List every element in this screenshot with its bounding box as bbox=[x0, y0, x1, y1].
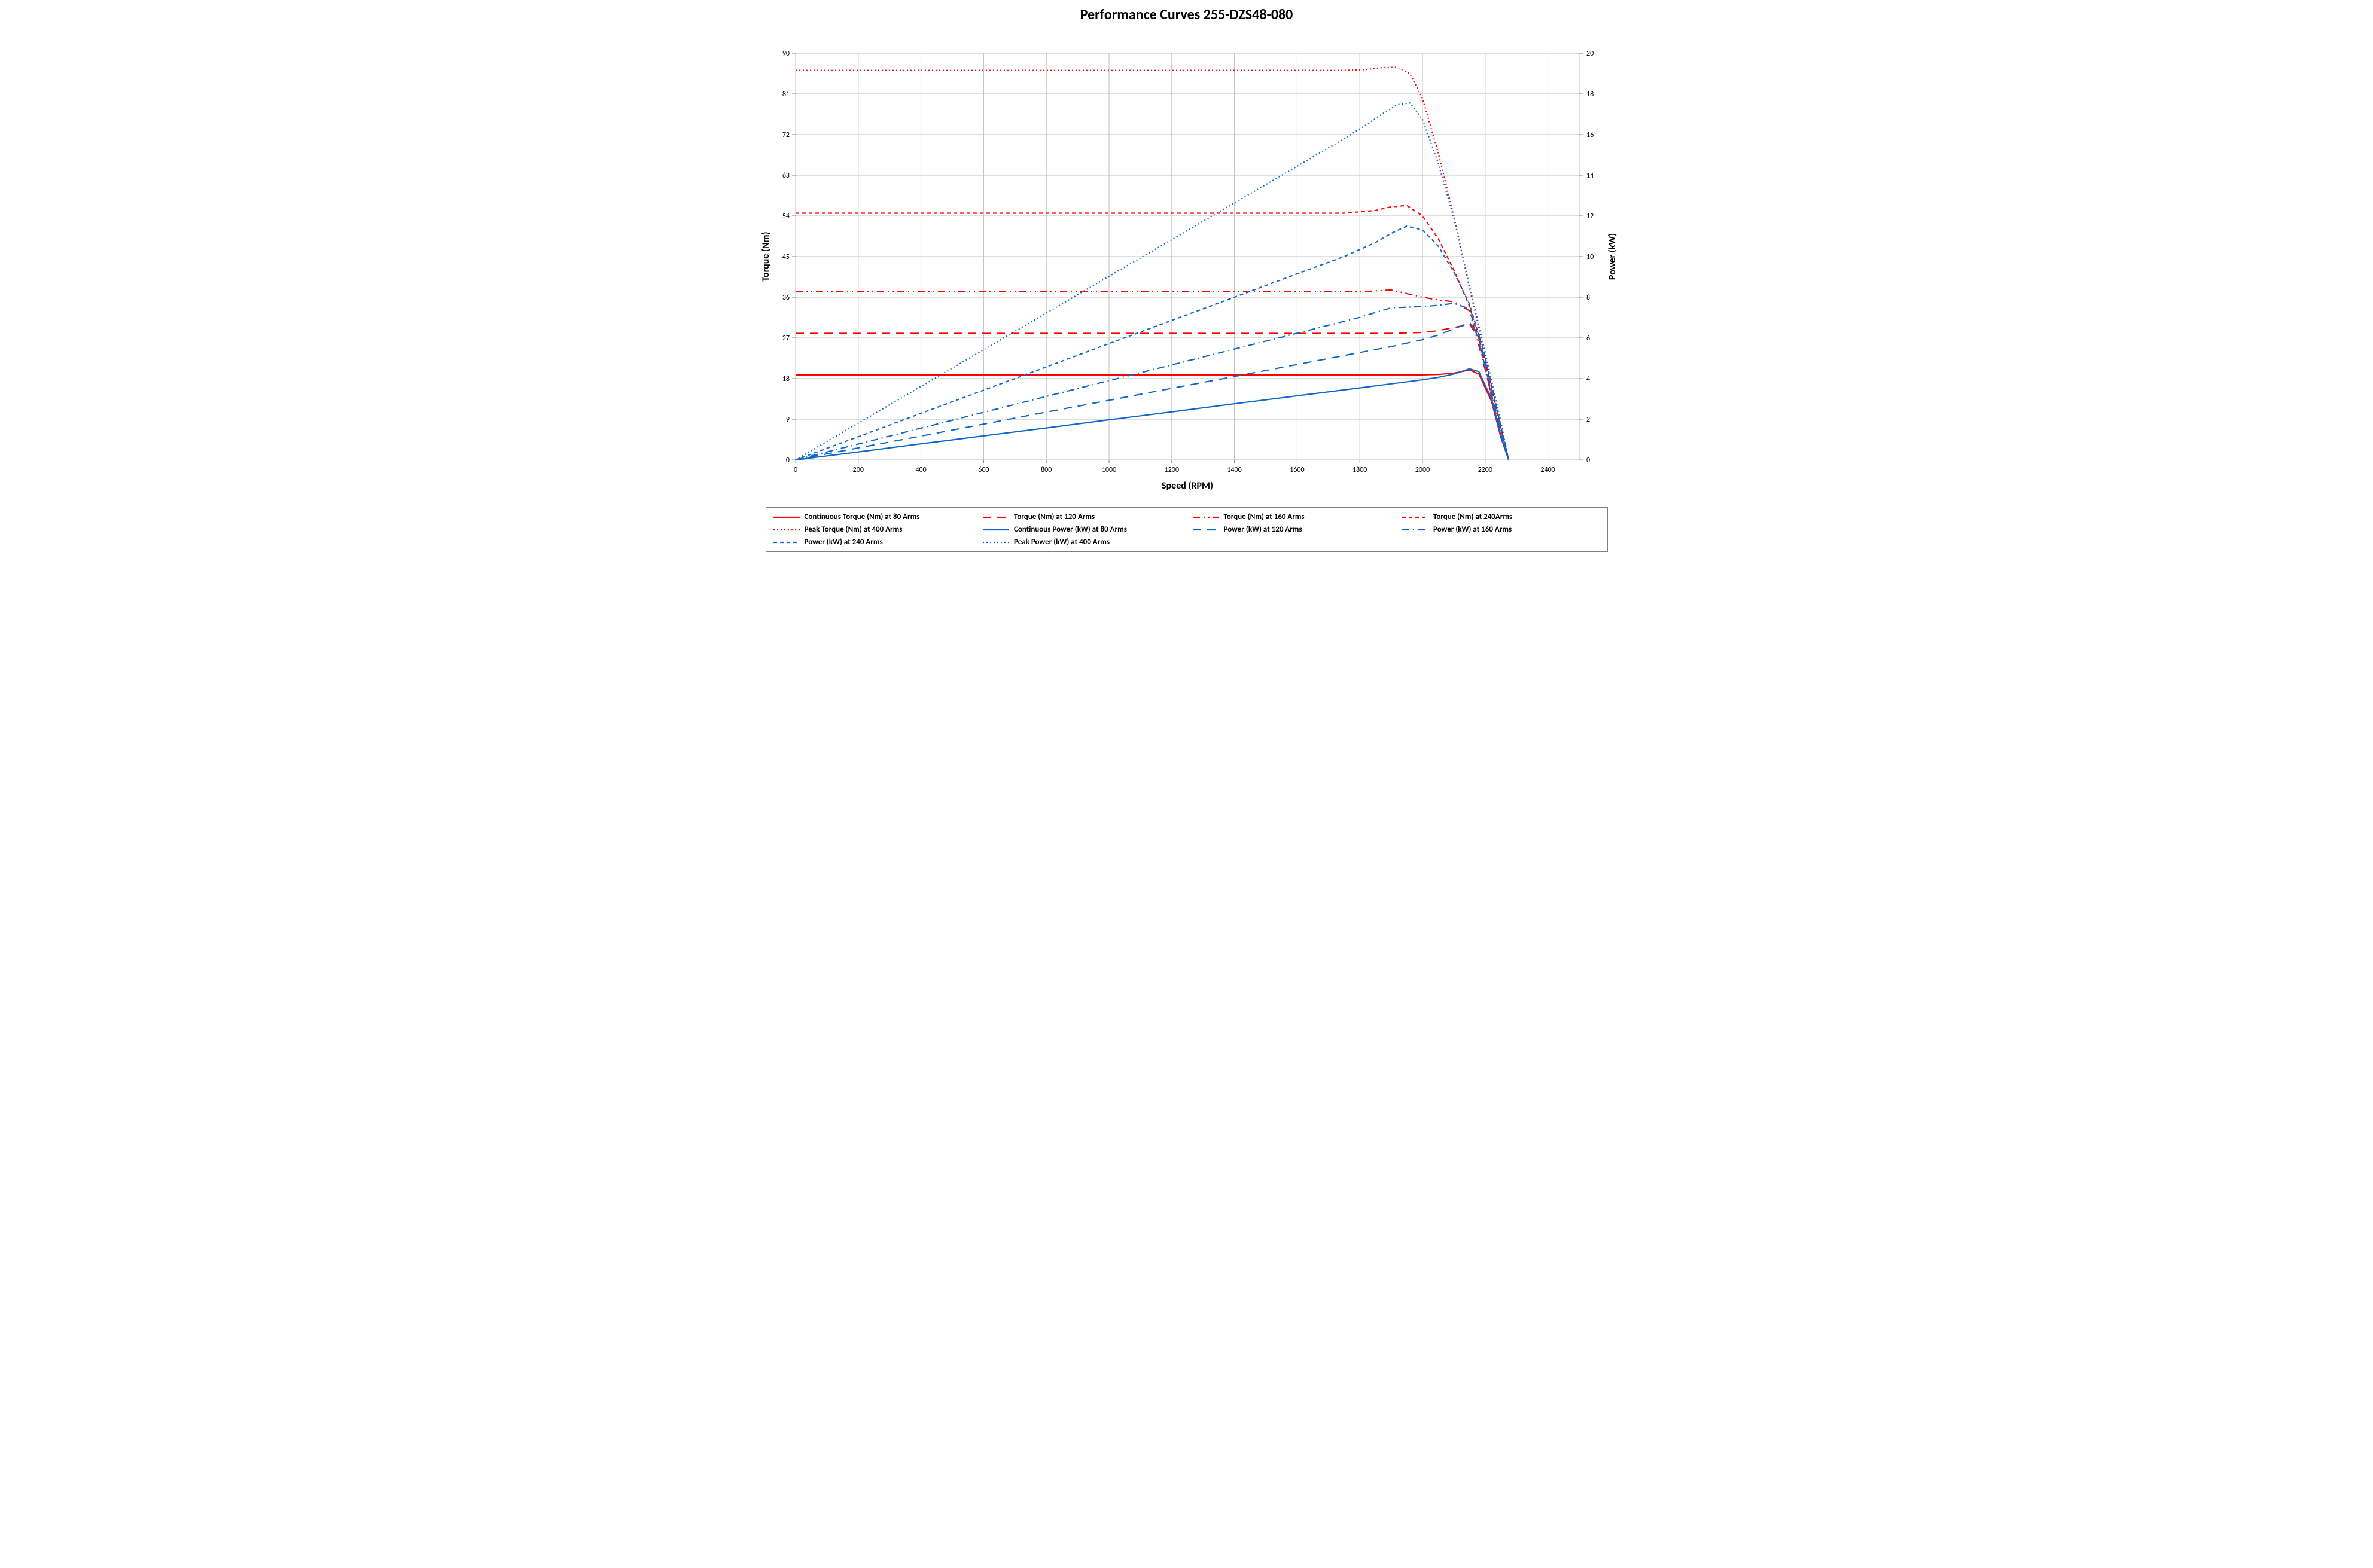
legend-swatch bbox=[773, 526, 800, 534]
legend-item: Power (kW) at 120 Arms bbox=[1193, 525, 1391, 534]
chart-title: Performance Curves 255-DZS48-080 bbox=[754, 6, 1620, 23]
yr-tick-label: 0 bbox=[1586, 456, 1590, 465]
yl-tick-label: 27 bbox=[782, 334, 789, 343]
legend-label: Torque (Nm) at 160 Arms bbox=[1224, 513, 1305, 521]
chart-area: 0200400600800100012001400160018002000220… bbox=[754, 23, 1620, 505]
yr-tick-label: 4 bbox=[1586, 375, 1590, 383]
legend-item: Power (kW) at 160 Arms bbox=[1402, 525, 1600, 534]
x-tick-label: 600 bbox=[978, 466, 989, 474]
yr-tick-label: 6 bbox=[1586, 334, 1590, 343]
legend-swatch bbox=[983, 538, 1009, 547]
yr-axis-label: Power (kW) bbox=[1607, 233, 1618, 280]
chart-page: Performance Curves 255-DZS48-080 0200400… bbox=[742, 0, 1632, 564]
x-tick-label: 400 bbox=[915, 466, 926, 474]
yl-tick-label: 54 bbox=[782, 212, 789, 221]
legend-item: Torque (Nm) at 160 Arms bbox=[1193, 513, 1391, 521]
legend-label: Power (kW) at 160 Arms bbox=[1433, 525, 1512, 534]
legend-label: Peak Power (kW) at 400 Arms bbox=[1014, 538, 1110, 547]
legend-swatch bbox=[773, 538, 800, 547]
legend-swatch bbox=[773, 513, 800, 521]
yl-tick-label: 0 bbox=[785, 456, 789, 465]
legend-item: Power (kW) at 240 Arms bbox=[773, 538, 971, 547]
x-axis-label: Speed (RPM) bbox=[1162, 480, 1213, 492]
legend-swatch bbox=[1402, 513, 1428, 521]
legend-swatch bbox=[1193, 513, 1219, 521]
yr-tick-label: 12 bbox=[1586, 212, 1594, 221]
yr-tick-label: 20 bbox=[1586, 50, 1594, 58]
yl-tick-label: 36 bbox=[782, 294, 789, 302]
x-tick-label: 200 bbox=[852, 466, 863, 474]
yr-tick-label: 2 bbox=[1586, 416, 1590, 424]
legend-item: Continuous Power (kW) at 80 Arms bbox=[983, 525, 1181, 534]
yr-tick-label: 8 bbox=[1586, 294, 1590, 302]
yl-tick-label: 81 bbox=[782, 90, 789, 99]
yr-tick-label: 18 bbox=[1586, 90, 1594, 99]
legend-label: Continuous Torque (Nm) at 80 Arms bbox=[805, 513, 920, 521]
legend-label: Continuous Power (kW) at 80 Arms bbox=[1014, 525, 1127, 534]
legend-label: Peak Torque (Nm) at 400 Arms bbox=[805, 525, 903, 534]
legend-item: Peak Power (kW) at 400 Arms bbox=[983, 538, 1181, 547]
legend-label: Power (kW) at 240 Arms bbox=[805, 538, 883, 547]
x-tick-label: 1000 bbox=[1101, 466, 1116, 474]
x-tick-label: 2200 bbox=[1478, 466, 1492, 474]
legend-label: Torque (Nm) at 120 Arms bbox=[1014, 513, 1095, 521]
legend-swatch bbox=[983, 526, 1009, 534]
chart-svg: 0200400600800100012001400160018002000220… bbox=[754, 23, 1633, 502]
x-tick-label: 2400 bbox=[1540, 466, 1555, 474]
x-tick-label: 800 bbox=[1041, 466, 1052, 474]
x-tick-label: 1400 bbox=[1227, 466, 1241, 474]
yl-tick-label: 9 bbox=[785, 416, 789, 424]
yl-tick-label: 90 bbox=[782, 50, 789, 58]
x-tick-label: 0 bbox=[793, 466, 797, 474]
x-tick-label: 1800 bbox=[1352, 466, 1367, 474]
legend-swatch bbox=[1193, 526, 1219, 534]
legend-item: Peak Torque (Nm) at 400 Arms bbox=[773, 525, 971, 534]
legend-item: Torque (Nm) at 120 Arms bbox=[983, 513, 1181, 521]
yl-tick-label: 72 bbox=[782, 131, 789, 139]
yr-tick-label: 14 bbox=[1586, 172, 1594, 180]
yr-tick-label: 10 bbox=[1586, 253, 1594, 261]
legend-label: Power (kW) at 120 Arms bbox=[1224, 525, 1302, 534]
yl-tick-label: 63 bbox=[782, 172, 789, 180]
yr-tick-label: 16 bbox=[1586, 131, 1594, 139]
x-tick-label: 2000 bbox=[1415, 466, 1429, 474]
legend-item: Torque (Nm) at 240Arms bbox=[1402, 513, 1600, 521]
legend-swatch bbox=[1402, 526, 1428, 534]
legend-swatch bbox=[983, 513, 1009, 521]
x-tick-label: 1600 bbox=[1290, 466, 1304, 474]
yl-axis-label: Torque (Nm) bbox=[760, 231, 772, 281]
legend-label: Torque (Nm) at 240Arms bbox=[1433, 513, 1512, 521]
yl-tick-label: 18 bbox=[782, 375, 789, 383]
legend-item: Continuous Torque (Nm) at 80 Arms bbox=[773, 513, 971, 521]
legend: Continuous Torque (Nm) at 80 Arms Torque … bbox=[766, 507, 1608, 552]
yl-tick-label: 45 bbox=[782, 253, 789, 261]
x-tick-label: 1200 bbox=[1164, 466, 1178, 474]
